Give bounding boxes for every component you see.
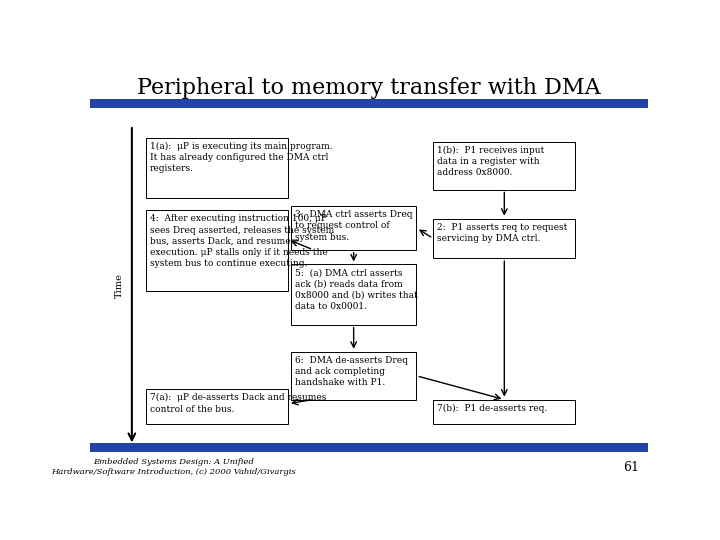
Text: Embedded Systems Design: A Unified
Hardware/Software Introduction, (c) 2000 Vahi: Embedded Systems Design: A Unified Hardw…	[51, 458, 296, 476]
Text: Time: Time	[115, 273, 124, 298]
Text: Peripheral to memory transfer with DMA: Peripheral to memory transfer with DMA	[138, 77, 600, 99]
Text: 6:  DMA de-asserts Dreq
and ack completing
handshake with P1.: 6: DMA de-asserts Dreq and ack completin…	[294, 356, 408, 387]
Bar	[145, 138, 288, 198]
Bar	[291, 265, 416, 325]
Bar	[291, 206, 416, 250]
Bar	[145, 389, 288, 424]
Text: 7(a):  μP de-asserts Dack and resumes
control of the bus.: 7(a): μP de-asserts Dack and resumes con…	[150, 393, 326, 414]
Bar	[433, 400, 575, 424]
Bar	[433, 219, 575, 258]
Text: 61: 61	[624, 461, 639, 474]
Bar	[90, 443, 648, 453]
Text: 7(b):  P1 de-asserts req.: 7(b): P1 de-asserts req.	[437, 404, 547, 413]
Text: 4:  After executing instruction 100, μP
sees Dreq asserted, releases the system
: 4: After executing instruction 100, μP s…	[150, 214, 334, 268]
Text: 3:  DMA ctrl asserts Dreq
to request control of
system bus.: 3: DMA ctrl asserts Dreq to request cont…	[294, 210, 413, 241]
Text: 2:  P1 asserts req to request
servicing by DMA ctrl.: 2: P1 asserts req to request servicing b…	[437, 223, 567, 243]
Bar	[145, 210, 288, 292]
Bar	[90, 99, 648, 109]
Text: 1(b):  P1 receives input
data in a register with
address 0x8000.: 1(b): P1 receives input data in a regist…	[437, 146, 544, 177]
Bar	[291, 352, 416, 400]
Text: 1(a):  μP is executing its main program.
It has already configured the DMA ctrl
: 1(a): μP is executing its main program. …	[150, 141, 333, 173]
Bar	[433, 141, 575, 190]
Text: 5:  (a) DMA ctrl asserts
ack (b) reads data from
0x8000 and (b) writes that
data: 5: (a) DMA ctrl asserts ack (b) reads da…	[294, 268, 418, 311]
